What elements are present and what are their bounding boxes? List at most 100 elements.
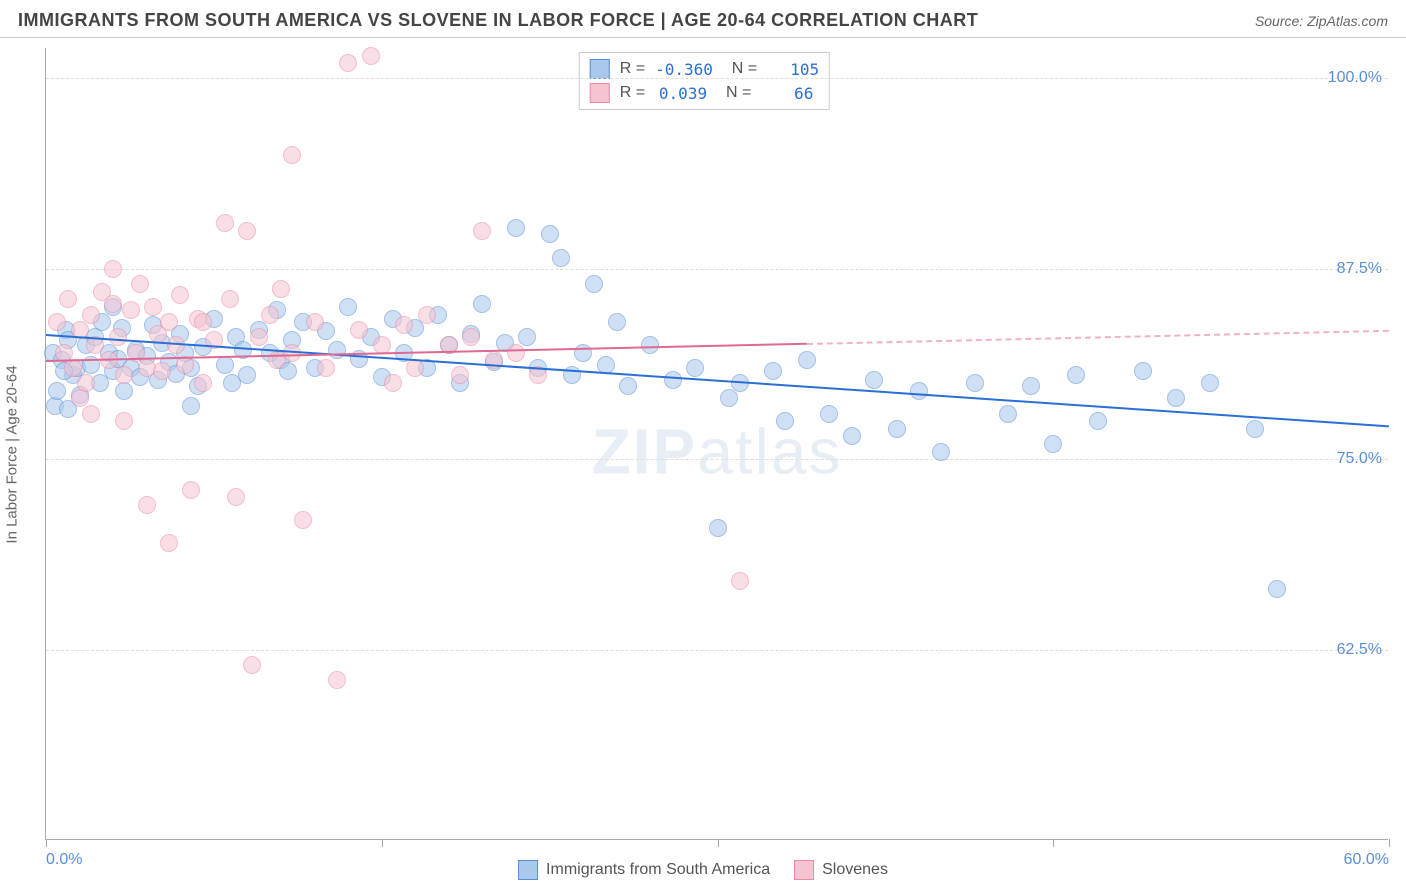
data-point xyxy=(910,382,928,400)
n-value: 105 xyxy=(767,60,819,79)
data-point xyxy=(59,290,77,308)
data-point xyxy=(709,519,727,537)
data-point xyxy=(160,534,178,552)
chart-title: IMMIGRANTS FROM SOUTH AMERICA VS SLOVENE… xyxy=(18,10,978,31)
n-label: N = xyxy=(723,60,757,78)
series-swatch xyxy=(590,83,610,103)
data-point xyxy=(115,366,133,384)
data-point xyxy=(720,389,738,407)
watermark: ZIPatlas xyxy=(592,414,843,488)
x-tick xyxy=(718,839,719,847)
data-point xyxy=(473,222,491,240)
data-point xyxy=(418,306,436,324)
gridline xyxy=(46,459,1388,460)
x-tick xyxy=(46,839,47,847)
y-tick-label: 87.5% xyxy=(1337,260,1382,278)
data-point xyxy=(932,443,950,461)
data-point xyxy=(1022,377,1040,395)
data-point xyxy=(109,328,127,346)
data-point xyxy=(776,412,794,430)
data-point xyxy=(686,359,704,377)
data-point xyxy=(115,412,133,430)
y-axis-label: In Labor Force | Age 20-64 xyxy=(4,365,21,543)
data-point xyxy=(339,298,357,316)
data-point xyxy=(541,225,559,243)
legend-item: Immigrants from South America xyxy=(518,860,770,880)
data-point xyxy=(82,306,100,324)
data-point xyxy=(1167,389,1185,407)
legend-swatch xyxy=(794,860,814,880)
data-point xyxy=(1268,580,1286,598)
data-point xyxy=(194,374,212,392)
stats-row: R = 0.039 N = 66 xyxy=(590,81,819,105)
data-point xyxy=(294,511,312,529)
data-point xyxy=(194,313,212,331)
data-point xyxy=(227,488,245,506)
data-point xyxy=(518,328,536,346)
data-point xyxy=(261,306,279,324)
data-point xyxy=(160,313,178,331)
data-point xyxy=(641,336,659,354)
data-point xyxy=(664,371,682,389)
data-point xyxy=(283,146,301,164)
data-point xyxy=(473,295,491,313)
data-point xyxy=(362,47,380,65)
data-point xyxy=(216,356,234,374)
legend-swatch xyxy=(518,860,538,880)
data-point xyxy=(1246,420,1264,438)
stats-row: R =-0.360 N =105 xyxy=(590,57,819,81)
data-point xyxy=(1089,412,1107,430)
legend-label: Slovenes xyxy=(822,861,888,879)
data-point xyxy=(1134,362,1152,380)
data-point xyxy=(574,344,592,362)
data-point xyxy=(328,671,346,689)
data-point xyxy=(1067,366,1085,384)
data-point xyxy=(171,286,189,304)
r-value: -0.360 xyxy=(655,60,713,79)
gridline xyxy=(46,78,1388,79)
data-point xyxy=(182,397,200,415)
data-point xyxy=(238,222,256,240)
data-point xyxy=(820,405,838,423)
data-point xyxy=(339,54,357,72)
data-point xyxy=(619,377,637,395)
x-tick-label: 60.0% xyxy=(1344,851,1389,869)
data-point xyxy=(216,214,234,232)
y-tick-label: 100.0% xyxy=(1328,69,1382,87)
data-point xyxy=(272,280,290,298)
data-point xyxy=(138,496,156,514)
data-point xyxy=(182,481,200,499)
data-point xyxy=(585,275,603,293)
data-point xyxy=(104,295,122,313)
data-point xyxy=(843,427,861,445)
x-tick xyxy=(1389,839,1390,847)
data-point xyxy=(608,313,626,331)
data-point xyxy=(317,359,335,377)
n-label: N = xyxy=(717,84,751,102)
x-tick xyxy=(382,839,383,847)
data-point xyxy=(552,249,570,267)
data-point xyxy=(350,321,368,339)
data-point xyxy=(462,328,480,346)
data-point xyxy=(966,374,984,392)
data-point xyxy=(238,366,256,384)
gridline xyxy=(46,269,1388,270)
data-point xyxy=(306,313,324,331)
data-point xyxy=(507,219,525,237)
data-point xyxy=(451,366,469,384)
data-point xyxy=(764,362,782,380)
data-point xyxy=(999,405,1017,423)
r-label: R = xyxy=(620,84,645,102)
n-value: 66 xyxy=(761,84,813,103)
data-point xyxy=(48,382,66,400)
x-tick xyxy=(1053,839,1054,847)
legend-item: Slovenes xyxy=(794,860,888,880)
r-value: 0.039 xyxy=(655,84,707,103)
data-point xyxy=(731,572,749,590)
data-point xyxy=(48,313,66,331)
data-point xyxy=(131,275,149,293)
data-point xyxy=(144,298,162,316)
data-point xyxy=(395,316,413,334)
data-point xyxy=(82,405,100,423)
data-point xyxy=(243,656,261,674)
